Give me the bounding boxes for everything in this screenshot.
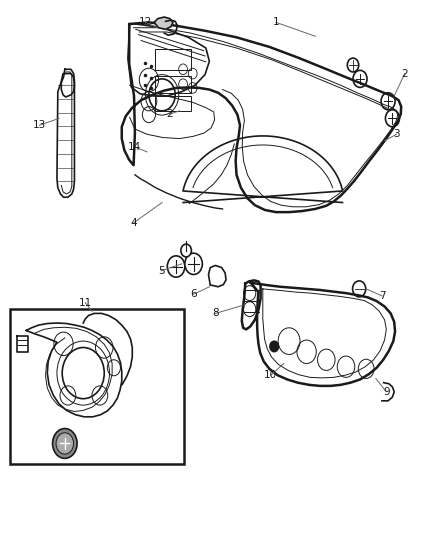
Text: 3: 3 (393, 130, 400, 139)
Text: 7: 7 (378, 291, 385, 301)
Circle shape (167, 256, 185, 277)
Circle shape (270, 341, 279, 352)
Text: 11: 11 (79, 298, 92, 308)
Bar (10, 309, 184, 464)
Text: 1: 1 (272, 18, 279, 27)
Circle shape (181, 244, 191, 257)
Text: 14: 14 (128, 142, 141, 152)
Circle shape (347, 58, 359, 72)
Text: 13: 13 (33, 120, 46, 130)
Polygon shape (154, 17, 173, 29)
Text: 8: 8 (212, 309, 219, 318)
Text: 4: 4 (130, 218, 137, 228)
Text: 12: 12 (139, 18, 152, 27)
Circle shape (185, 253, 202, 274)
Circle shape (353, 281, 366, 297)
Text: 9: 9 (383, 387, 390, 397)
Text: 10: 10 (264, 370, 277, 380)
Circle shape (56, 433, 74, 454)
Circle shape (385, 110, 399, 127)
Circle shape (353, 70, 367, 87)
Text: 6: 6 (190, 289, 197, 299)
Text: 5: 5 (158, 266, 165, 276)
Bar (155, 49, 191, 70)
Text: 2: 2 (166, 109, 173, 119)
Bar (155, 76, 191, 93)
Bar (155, 96, 191, 111)
Circle shape (53, 429, 77, 458)
Text: 2: 2 (401, 69, 408, 78)
Circle shape (381, 93, 395, 110)
